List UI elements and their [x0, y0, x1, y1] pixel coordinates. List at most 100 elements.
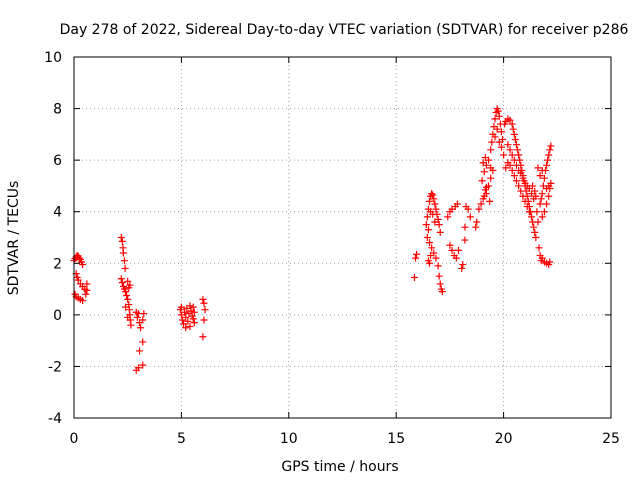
data-point	[410, 273, 418, 281]
data-point	[139, 361, 147, 369]
data-point	[186, 302, 194, 310]
data-point	[180, 320, 188, 328]
data-point	[79, 297, 87, 305]
x-tick-labels: 0 5 10 15 20 25	[70, 431, 620, 447]
data-point	[534, 218, 542, 226]
data-point	[461, 236, 469, 244]
data-point	[75, 254, 83, 262]
data-point	[519, 174, 527, 182]
data-point	[502, 164, 510, 172]
data-point	[453, 200, 461, 208]
data-point	[189, 315, 197, 323]
data-point	[184, 317, 192, 325]
data-point	[529, 182, 537, 190]
data-point	[519, 192, 527, 200]
data-point	[504, 141, 512, 149]
x-tick-label: 20	[495, 431, 513, 447]
y-tick-label: -2	[48, 359, 62, 375]
data-point	[422, 221, 430, 229]
y-axis-label: SDTVAR / TECUs	[6, 181, 22, 296]
data-point	[127, 321, 135, 329]
data-point	[506, 116, 514, 124]
data-point	[459, 261, 467, 269]
data-point	[181, 308, 189, 316]
data-point	[546, 258, 554, 266]
data-point	[545, 192, 553, 200]
data-point	[545, 182, 553, 190]
data-point	[125, 284, 133, 292]
data-point	[429, 210, 437, 218]
data-point	[511, 136, 519, 144]
data-point	[525, 208, 533, 216]
data-point	[514, 146, 522, 154]
data-point	[536, 172, 544, 180]
y-tick-labels: -4 -2 0 2 4 6 8 10	[44, 50, 62, 427]
data-point	[546, 146, 554, 154]
data-point	[537, 195, 545, 203]
data-point	[139, 316, 147, 324]
data-point	[544, 156, 552, 164]
data-point	[512, 161, 520, 169]
data-point	[117, 275, 125, 283]
data-point	[122, 288, 130, 296]
data-point	[489, 166, 497, 174]
y-tick-label: 4	[53, 205, 62, 221]
data-point	[436, 228, 444, 236]
data-point	[83, 286, 91, 294]
data-point	[117, 234, 125, 241]
axes	[73, 56, 612, 419]
grid	[74, 57, 611, 418]
data-point	[531, 228, 539, 236]
data-point	[486, 197, 494, 205]
data-point	[515, 151, 523, 159]
data-point	[182, 313, 190, 321]
data-point	[430, 195, 438, 203]
data-point	[432, 254, 440, 262]
data-point	[435, 221, 443, 229]
data-point	[82, 290, 90, 298]
data-point	[452, 254, 460, 262]
data-point	[521, 197, 529, 205]
data-point	[528, 213, 536, 221]
data-point	[434, 262, 442, 270]
data-point	[122, 303, 130, 311]
data-point	[487, 174, 495, 182]
data-point	[538, 166, 546, 174]
data-point	[485, 182, 493, 190]
data-point	[482, 190, 490, 198]
data-point	[119, 249, 127, 257]
data-point	[136, 347, 144, 355]
x-tick-label: 15	[387, 431, 405, 447]
data-point	[495, 112, 503, 120]
data-point	[532, 192, 540, 200]
data-point	[472, 223, 480, 231]
data-point	[517, 169, 525, 177]
data-point	[134, 364, 142, 372]
data-point	[510, 130, 518, 138]
x-tick-label: 5	[177, 431, 186, 447]
data-point	[83, 280, 91, 288]
data-point	[540, 208, 548, 216]
data-point	[137, 324, 145, 332]
data-point	[428, 190, 436, 198]
x-tick-label: 25	[602, 431, 620, 447]
y-tick-label: 0	[53, 308, 62, 324]
data-point	[491, 133, 499, 141]
data-point	[538, 190, 546, 198]
data-point	[199, 333, 207, 341]
data-point	[478, 177, 486, 185]
x-axis-label: GPS time / hours	[281, 459, 398, 475]
data-point	[473, 218, 481, 226]
data-point	[435, 272, 443, 280]
x-tick-label: 0	[70, 431, 79, 447]
data-point	[182, 324, 190, 332]
data-point	[423, 234, 431, 241]
data-point	[124, 277, 132, 285]
data-point	[464, 205, 472, 213]
data-point	[509, 125, 517, 133]
data-point	[481, 154, 489, 162]
data-point	[436, 280, 444, 288]
data-point	[487, 146, 495, 154]
